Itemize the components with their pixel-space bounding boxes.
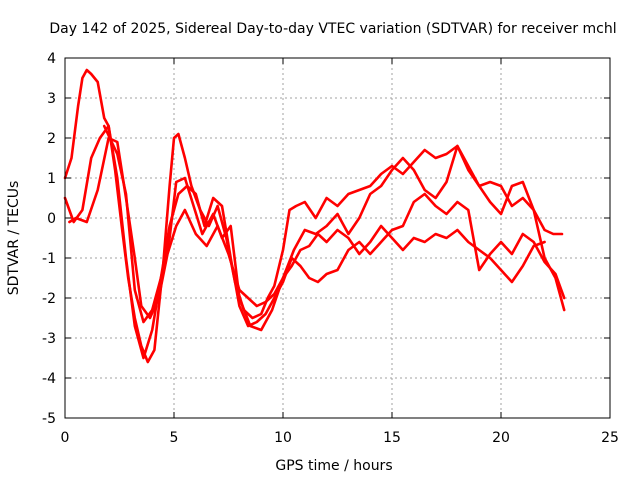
y-tick-label: -2 xyxy=(42,291,56,307)
x-tick-label: 10 xyxy=(274,430,292,446)
x-tick-label: 5 xyxy=(170,430,179,446)
data-line-series-4 xyxy=(102,124,566,328)
x-tick-label: 15 xyxy=(383,430,401,446)
y-tick-label: 1 xyxy=(47,171,56,187)
data-line-series-1 xyxy=(63,68,564,364)
chart-title: Day 142 of 2025, Sidereal Day-to-day VTE… xyxy=(49,21,616,37)
y-tick-labels: -5 -4 -3 -2 -1 0 1 2 3 4 xyxy=(42,51,56,427)
y-tick-label: 3 xyxy=(47,91,56,107)
y-tick-label: -5 xyxy=(42,411,56,427)
x-tick-label: 25 xyxy=(601,430,619,446)
y-tick-label: -4 xyxy=(42,371,56,387)
y-tick-label: 4 xyxy=(47,51,56,67)
y-tick-label: -1 xyxy=(42,251,56,267)
x-tick-label: 20 xyxy=(492,430,510,446)
ticks xyxy=(64,57,611,419)
plot-frame xyxy=(64,57,611,419)
x-tick-label: 0 xyxy=(61,430,70,446)
data-line-series-2 xyxy=(63,124,566,360)
data-line-series-3 xyxy=(68,136,546,320)
y-tick-label: 0 xyxy=(47,211,56,227)
y-tick-label: 2 xyxy=(47,131,56,147)
y-tick-label: -3 xyxy=(42,331,56,347)
y-axis-label: SDTVAR / TECUs xyxy=(6,181,22,296)
x-axis-label: GPS time / hours xyxy=(275,458,392,474)
data-lines xyxy=(63,68,566,364)
x-tick-labels: 0 5 10 15 20 25 xyxy=(61,430,619,446)
